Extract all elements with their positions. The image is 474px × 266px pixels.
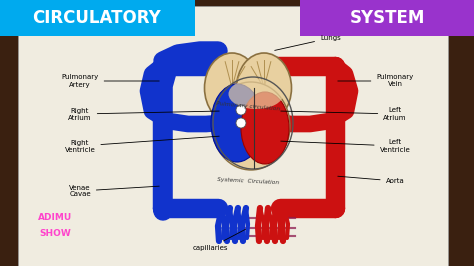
- Text: Right
Ventricle: Right Ventricle: [64, 136, 219, 152]
- Text: Pulmonary
Artery: Pulmonary Artery: [61, 74, 159, 88]
- Text: Left
Ventricle: Left Ventricle: [281, 139, 410, 152]
- Ellipse shape: [228, 79, 283, 109]
- Ellipse shape: [212, 82, 290, 170]
- Text: SHOW: SHOW: [39, 228, 71, 238]
- Text: Systemic  Circulation: Systemic Circulation: [217, 177, 279, 185]
- Text: ADIMU: ADIMU: [38, 214, 72, 222]
- Ellipse shape: [237, 53, 292, 123]
- Text: capillaries: capillaries: [192, 229, 246, 251]
- Text: Right
Atrium: Right Atrium: [68, 107, 219, 120]
- Text: Aorta: Aorta: [338, 176, 404, 184]
- Text: Venae
Cavae: Venae Cavae: [69, 185, 159, 197]
- Circle shape: [236, 118, 246, 128]
- Text: Pulmonary circulation: Pulmonary circulation: [216, 101, 280, 111]
- Text: Pulmonary
Vein: Pulmonary Vein: [338, 74, 414, 88]
- Text: CIRCULATORY: CIRCULATORY: [33, 9, 161, 27]
- Text: Left
Atrium: Left Atrium: [281, 107, 407, 120]
- Bar: [0, 0, 195, 36]
- Ellipse shape: [241, 92, 289, 164]
- Circle shape: [236, 105, 246, 115]
- Ellipse shape: [211, 84, 263, 162]
- Text: SYSTEM: SYSTEM: [349, 9, 425, 27]
- Ellipse shape: [204, 53, 259, 123]
- Bar: [300, 0, 474, 36]
- Text: Lungs: Lungs: [275, 35, 341, 50]
